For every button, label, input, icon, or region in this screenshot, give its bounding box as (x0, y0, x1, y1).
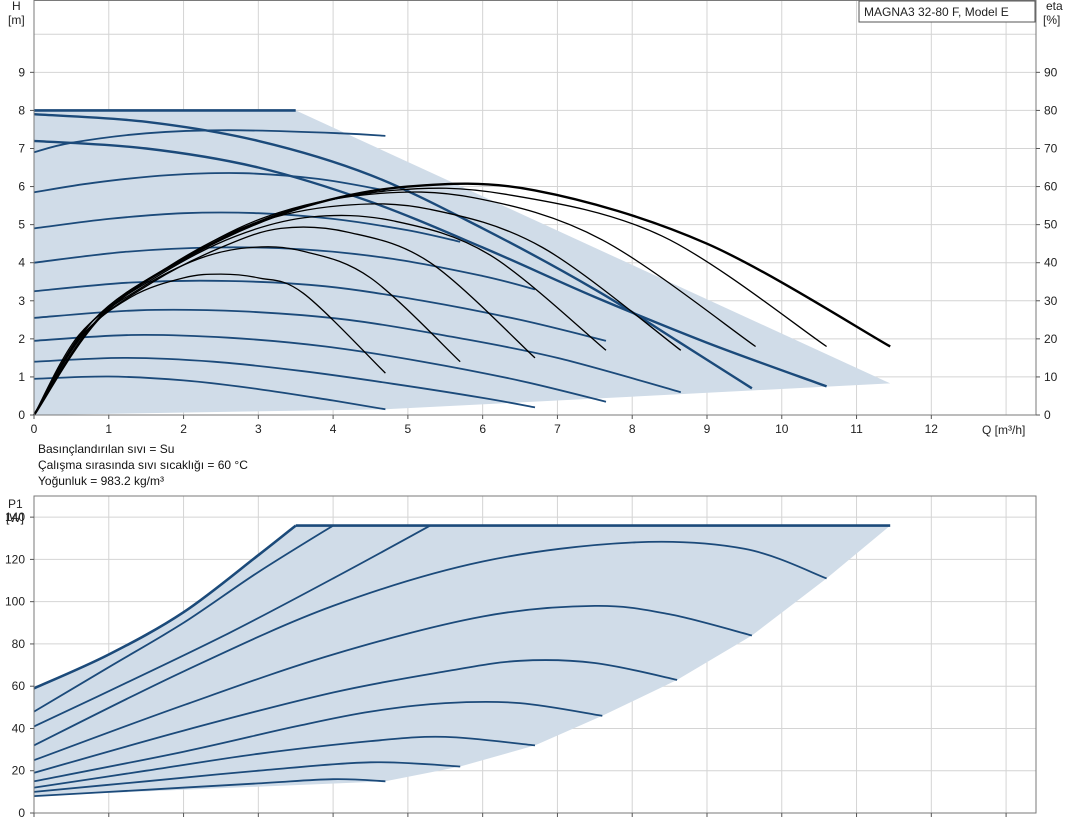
power-curve (33, 540, 827, 747)
x-tick-label: 9 (704, 422, 711, 436)
y2-tick-label: 90 (1044, 65, 1058, 79)
x-tick-label: 4 (330, 422, 337, 436)
top-plot-frame (33, 0, 1037, 416)
power-axis-unit: [W] (6, 511, 24, 525)
efficiency-curve (33, 187, 827, 416)
y-tick-label: 8 (18, 103, 25, 117)
power-tick-label: 120 (5, 552, 25, 566)
head-curve (33, 139, 828, 388)
head-curve (33, 172, 386, 194)
y2-tick-label: 30 (1044, 294, 1058, 308)
flow-axis-label: Q [m³/h] (982, 423, 1025, 437)
y-tick-label: 3 (18, 294, 25, 308)
x-tick-label: 8 (629, 422, 636, 436)
power-curve (33, 524, 297, 690)
power-tick-label: 60 (12, 679, 26, 693)
bottom-plot-frame (33, 495, 1037, 814)
eta-axis-unit: [%] (1043, 13, 1060, 27)
y2-tick-label: 60 (1044, 180, 1058, 194)
y2-tick-label: 50 (1044, 218, 1058, 232)
y2-tick-label: 10 (1044, 370, 1058, 384)
head-curve (33, 211, 461, 243)
head-curve (33, 308, 682, 394)
x-tick-label: 1 (105, 422, 112, 436)
y2-tick-label: 0 (1044, 408, 1051, 422)
x-tick-label: 11 (850, 422, 863, 436)
power-tick-label: 0 (18, 806, 25, 820)
head-curve (33, 375, 386, 411)
head-curve (33, 356, 536, 409)
head-curve (33, 279, 607, 342)
y2-tick-label: 40 (1044, 256, 1058, 270)
power-curve (33, 604, 753, 762)
x-tick-label: 7 (554, 422, 561, 436)
y-tick-label: 9 (18, 65, 25, 79)
power-chart: 0 20 40 60 80 100 120 140 (5, 495, 1037, 820)
title-box (858, 0, 1036, 23)
efficiency-curve (33, 182, 891, 416)
y-tick-label: 6 (18, 180, 25, 194)
x-tick-label: 2 (180, 422, 187, 436)
eta-axis-label: eta (1046, 0, 1063, 13)
y-tick-label: 4 (18, 256, 25, 270)
head-curve (33, 334, 607, 403)
x-tick-label: 12 (925, 422, 939, 436)
x-tick-label: 10 (775, 422, 789, 436)
y-tick-label: 7 (18, 141, 25, 155)
density-note: Yoğunluk = 983.2 kg/m³ (38, 474, 164, 488)
power-tick-label: 140 (5, 510, 25, 524)
chart-title: MAGNA3 32-80 F, Model E (864, 5, 1009, 19)
y-tick-label: 2 (18, 332, 25, 346)
power-tick-label: 100 (5, 595, 25, 609)
power-axis-label: P1 (8, 497, 23, 511)
y2-tick-label: 20 (1044, 332, 1058, 346)
x-tick-label: 6 (479, 422, 486, 436)
power-curve (33, 659, 678, 774)
power-curve (33, 524, 334, 713)
x-tick-label: 3 (255, 422, 262, 436)
power-tick-label: 80 (12, 637, 26, 651)
x-tick-label: 0 (31, 422, 38, 436)
power-tick-label: 40 (12, 721, 26, 735)
power-curve (33, 524, 431, 728)
efficiency-curve (33, 246, 461, 416)
fluid-note: Basınçlandırılan sıvı = Su (38, 442, 175, 456)
power-curve (33, 700, 603, 783)
head-axis-label: H (12, 0, 21, 13)
y-tick-label: 1 (18, 370, 25, 384)
y-tick-label: 0 (18, 408, 25, 422)
head-curve (33, 113, 753, 390)
y2-tick-label: 80 (1044, 103, 1058, 117)
x-tick-label: 5 (405, 422, 412, 436)
y-tick-label: 5 (18, 218, 25, 232)
head-curve (33, 246, 536, 291)
power-curve (33, 778, 386, 797)
power-curve (33, 761, 461, 793)
temperature-note: Çalışma sırasında sıvı sıcaklığı = 60 °C (38, 458, 248, 472)
power-operating-area (34, 525, 891, 797)
power-tick-label: 20 (12, 764, 26, 778)
power-curve (33, 735, 536, 789)
y2-tick-label: 70 (1044, 141, 1058, 155)
head-axis-unit: [m] (8, 13, 25, 27)
